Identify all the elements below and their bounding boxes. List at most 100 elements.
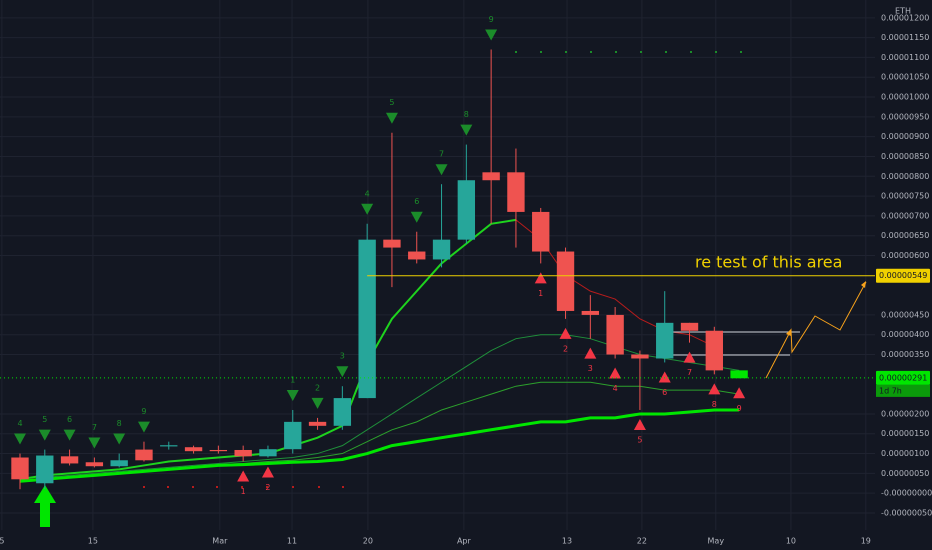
candle-body: [358, 239, 376, 399]
candle-body: [730, 370, 748, 379]
projection-path: [765, 281, 867, 379]
candle-body: [160, 445, 178, 447]
dot-row-bottom: [143, 486, 344, 488]
buy-count: 4: [613, 384, 618, 393]
candle-body: [209, 449, 228, 452]
countdown-badge: [876, 384, 930, 397]
sell-marker: [336, 366, 349, 378]
candle-body: [284, 421, 302, 450]
sell-marker: [385, 112, 398, 124]
sell-marker: [113, 433, 126, 445]
x-tick-label: 10: [786, 537, 796, 546]
candle-body: [259, 449, 277, 457]
x-tick-label: May: [708, 537, 725, 546]
price-badge: [876, 268, 930, 283]
sell-count: 7: [92, 423, 97, 432]
sell-marker: [38, 429, 51, 441]
buy-marker: [658, 371, 671, 383]
price-badge-label: 0.00000291: [879, 373, 927, 382]
buy-count: 2: [563, 344, 568, 353]
candle-body: [60, 456, 79, 464]
y-tick-label: 0.00000350: [881, 350, 929, 359]
sell-count: 7: [439, 150, 444, 159]
drawings: [34, 51, 867, 527]
y-tick-label: 0.00000450: [881, 310, 929, 319]
arrow-head: [786, 329, 791, 336]
dot-row-top: [515, 51, 742, 53]
sell-count: 5: [389, 98, 394, 107]
sell-marker: [137, 421, 150, 433]
y-tick-label: 0.00000600: [881, 251, 929, 260]
y-tick-label: 0.00000200: [881, 409, 929, 418]
countdown-label: 1d 7h: [879, 386, 902, 395]
buy-count: 5: [637, 435, 642, 444]
candle-body: [556, 251, 575, 311]
candle-body: [110, 460, 128, 467]
y-tick-label: 0.00000150: [881, 429, 929, 438]
sell-count: 6: [414, 197, 419, 206]
candle-body: [383, 239, 401, 248]
buy-count: 1: [241, 487, 246, 496]
candle-body: [507, 172, 525, 212]
sell-marker: [286, 389, 299, 401]
overlay: re test of this area: [0, 253, 875, 379]
price-badge: [876, 370, 930, 385]
candle-body: [606, 314, 624, 355]
y-tick-label: 0.00000800: [881, 172, 929, 181]
candle-body: [581, 310, 600, 315]
y-tick-label: 0.00000950: [881, 112, 929, 121]
candle-body: [333, 398, 352, 426]
buy-marker: [708, 383, 721, 395]
sell-marker: [13, 433, 26, 445]
sell-marker: [88, 437, 101, 449]
sell-count: 4: [17, 419, 22, 428]
sell-marker: [361, 203, 374, 215]
td-counts: 4 5 6 7 8 9 1 2 3 4 5 6 7 8 9 1 2 1 2 3 4 5 6 7 8 9: [13, 15, 746, 496]
sell-count: 9: [141, 407, 146, 416]
buy-arrow: [34, 485, 56, 527]
buy-count: 9: [737, 404, 742, 413]
x-tick-label: Mar: [212, 537, 228, 546]
buy-marker: [733, 387, 746, 399]
y-tick-label: 0.00000750: [881, 192, 929, 201]
buy-marker: [559, 327, 572, 339]
buy-count: 6: [662, 388, 667, 397]
sell-count: 4: [365, 189, 370, 198]
buy-count: 1: [538, 289, 543, 298]
sell-marker: [460, 124, 473, 136]
sell-count: 5: [42, 415, 47, 424]
y-tick-label: 0.00001050: [881, 73, 929, 82]
candle-body: [482, 172, 500, 181]
sell-marker: [63, 429, 76, 441]
buy-marker: [534, 272, 547, 284]
ma-line: [19, 408, 740, 483]
candle-body: [680, 322, 699, 331]
y-tick-label: 0.00000900: [881, 132, 929, 141]
buy-count: 2: [265, 483, 270, 492]
x-tick-label: 15: [88, 537, 98, 546]
candle-body: [705, 330, 723, 371]
buy-marker: [683, 351, 696, 363]
x-tick-label: 19: [861, 537, 871, 546]
candle-body: [135, 449, 153, 461]
annotation: re test of this area: [695, 253, 842, 272]
candle-body: [184, 447, 203, 452]
sell-count: 6: [67, 415, 72, 424]
x-tick-label: 5: [0, 537, 4, 546]
buy-count: 3: [588, 364, 593, 373]
buy-count: 7: [687, 368, 692, 377]
axes: ETH 0.00001200 0.00001150 0.00001100 0.0000…: [0, 7, 932, 546]
candle-body: [234, 449, 252, 457]
y-tick-label: 0.00000650: [881, 231, 929, 240]
y-tick-label: 0.00000050: [881, 469, 929, 478]
buy-count: 8: [712, 400, 717, 409]
ma-line: [515, 219, 715, 348]
candle-body: [85, 462, 104, 467]
x-tick-label: 13: [562, 537, 572, 546]
candle-body: [11, 457, 29, 480]
y-tick-label: 0.00001100: [881, 53, 929, 62]
candles: [11, 49, 748, 490]
buy-marker: [633, 418, 646, 430]
